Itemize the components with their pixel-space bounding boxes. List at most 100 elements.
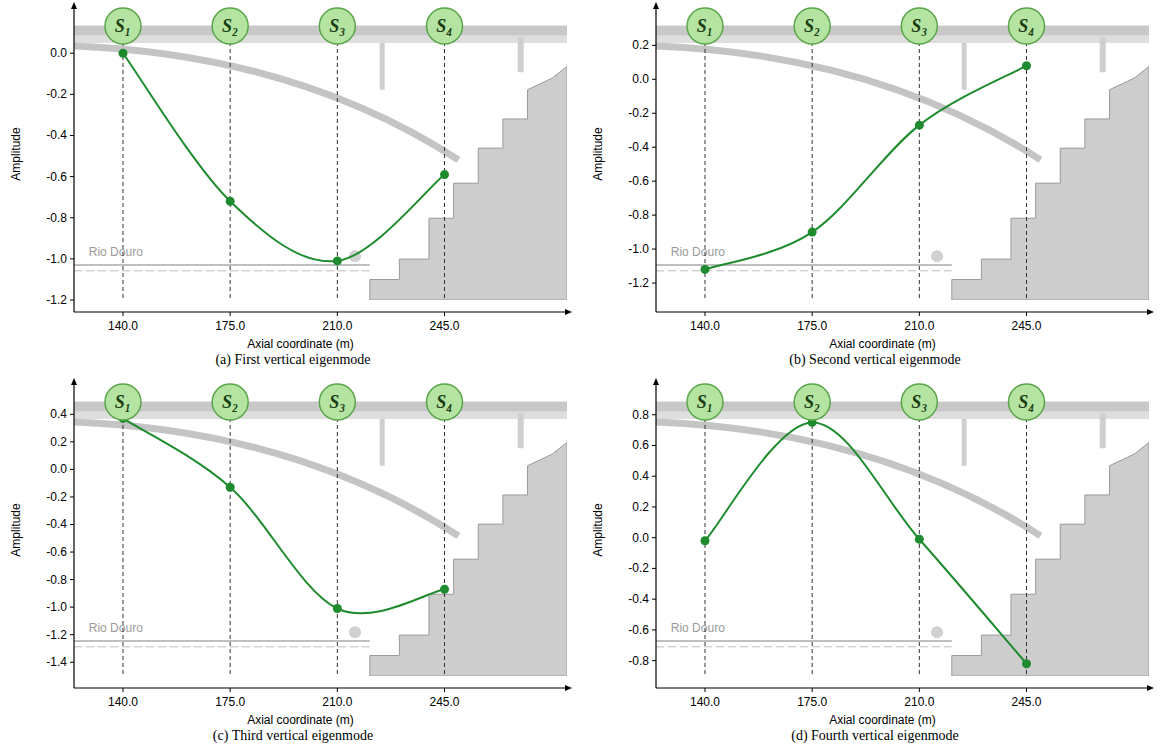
y-tick — [70, 634, 74, 635]
mode-point — [333, 256, 342, 265]
x-tick-label: 245.0 — [429, 695, 459, 709]
y-tick-label: -1.2 — [46, 293, 67, 307]
panel: Rio Douro-1.4-1.2-1.0-0.8-0.6-0.4-0.20.0… — [9, 378, 572, 744]
mode-point — [915, 535, 924, 544]
y-tick-label: -0.2 — [46, 490, 67, 504]
y-tick — [70, 300, 74, 301]
x-tick-label: 140.0 — [690, 319, 720, 333]
x-axis — [656, 687, 1149, 688]
y-tick-label: -0.8 — [46, 573, 67, 587]
x-axis-title: Axial coordinate (m) — [829, 337, 936, 351]
y-tick-label: -0.4 — [628, 140, 649, 154]
y-tick-label: 0.2 — [632, 500, 649, 514]
sensor-line — [704, 28, 705, 300]
y-tick-label: 0.2 — [50, 435, 67, 449]
y-axis — [73, 4, 74, 312]
x-tick — [122, 688, 123, 692]
y-tick — [652, 660, 656, 661]
river-line — [74, 270, 370, 271]
y-tick — [70, 414, 74, 415]
figure: Rio Douro -1.2 -1.0 -0.8 -0.6 -0.4 -0.2 0.0 140.… — [0, 0, 1165, 752]
sensor-label: S₂ — [222, 16, 238, 36]
sensor-label: S₁ — [115, 392, 131, 412]
sensor-label: S₁ — [115, 16, 131, 36]
y-tick — [70, 662, 74, 663]
abutment — [370, 442, 567, 676]
mode-point — [808, 228, 817, 237]
y-tick — [652, 249, 656, 250]
mode-line — [123, 418, 445, 613]
y-tick — [70, 496, 74, 497]
mode-line — [705, 422, 1027, 663]
x-tick-label: 245.0 — [1011, 695, 1041, 709]
y-axis — [655, 4, 656, 312]
x-axis-title: Axial coordinate (m) — [247, 337, 354, 351]
x-tick — [444, 312, 445, 316]
x-tick-label: 140.0 — [108, 695, 138, 709]
mode-point — [1022, 61, 1031, 70]
y-tick — [652, 215, 656, 216]
sensor-badge — [1009, 384, 1045, 420]
sensor-label: S₃ — [911, 392, 927, 412]
mode-point — [226, 197, 235, 206]
mode-point — [226, 483, 235, 492]
y-tick — [652, 599, 656, 600]
y-tick-label: -0.8 — [628, 208, 649, 222]
bridge-illustration — [74, 402, 567, 676]
pier — [380, 419, 385, 466]
y-tick-label: -1.0 — [628, 242, 649, 256]
x-tick — [444, 688, 445, 692]
data-group — [700, 61, 1031, 274]
y-tick-label: -0.6 — [46, 170, 67, 184]
data-group — [118, 414, 449, 613]
sensor-badge — [794, 8, 830, 44]
y-tick-label: -1.0 — [46, 600, 67, 614]
axis-arrow — [71, 378, 77, 385]
axis-arrow — [71, 2, 77, 9]
mode-point — [333, 604, 342, 613]
river-line — [656, 646, 952, 647]
y-tick-label: 0.0 — [632, 531, 649, 545]
sensor-line — [122, 28, 123, 300]
y-tick — [652, 537, 656, 538]
mode-point — [700, 536, 709, 545]
deck-bottom — [656, 412, 1149, 419]
y-tick — [652, 147, 656, 148]
sensor-badge — [1009, 8, 1045, 44]
pier — [962, 419, 967, 466]
y-tick — [652, 506, 656, 507]
x-tick — [812, 312, 813, 316]
river-line — [656, 640, 952, 642]
sensor-badge — [212, 8, 248, 44]
y-tick — [70, 441, 74, 442]
sensor-label: S₁ — [697, 16, 713, 36]
sensor-badge — [427, 384, 463, 420]
y-tick — [70, 469, 74, 470]
mode-point — [440, 170, 449, 179]
tree — [931, 626, 943, 638]
river-line — [74, 640, 370, 642]
y-tick — [70, 94, 74, 95]
abutment — [952, 442, 1149, 676]
sensor-label: S₃ — [911, 16, 927, 36]
sensor-badge — [901, 384, 937, 420]
y-tick — [70, 258, 74, 259]
x-axis — [74, 687, 567, 688]
annotation: Rio Douro — [671, 621, 725, 635]
x-tick — [919, 688, 920, 692]
mode-point — [700, 265, 709, 274]
tree — [349, 626, 361, 638]
y-tick-label: 0.0 — [50, 46, 67, 60]
x-tick-label: 140.0 — [108, 319, 138, 333]
y-tick-label: 0.6 — [632, 438, 649, 452]
sensor-label: S₂ — [804, 16, 820, 36]
y-tick-label: -0.4 — [46, 517, 67, 531]
x-tick — [1026, 312, 1027, 316]
y-tick — [70, 53, 74, 54]
sensor-line — [444, 28, 445, 300]
sensor-badge — [687, 8, 723, 44]
axis-arrow — [1147, 309, 1154, 315]
sensor-line — [122, 404, 123, 676]
panel-caption: (a) First vertical eigenmode — [215, 352, 370, 368]
sensor-line — [337, 404, 338, 676]
